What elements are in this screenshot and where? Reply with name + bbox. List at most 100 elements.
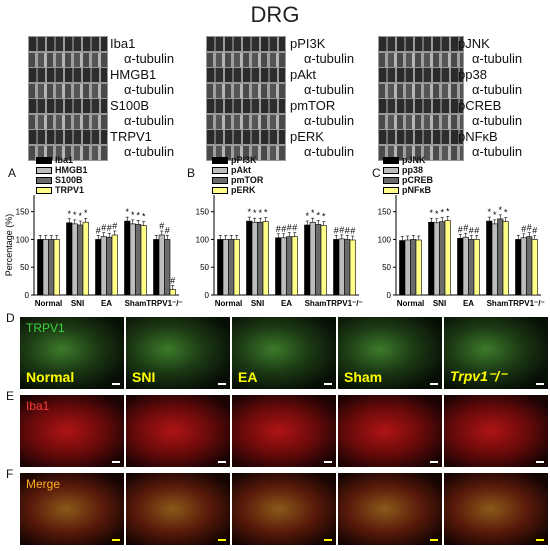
significance-mark: * (446, 207, 450, 217)
legend-swatch (383, 156, 399, 164)
bar (315, 224, 322, 296)
significance-mark: # (350, 226, 355, 236)
bar (497, 218, 504, 296)
micrograph (338, 473, 444, 545)
blot-label: TRPV1 (110, 129, 152, 144)
bar (410, 239, 417, 296)
bar (304, 224, 311, 296)
blot-band-target (378, 98, 464, 114)
scale-bar (430, 539, 438, 541)
significance-mark: * (67, 209, 71, 219)
bar (399, 240, 406, 296)
bar (169, 289, 176, 296)
y-tick-label: 50 (382, 263, 391, 272)
significance-mark: * (136, 210, 140, 220)
blot-band-tubulin (28, 83, 108, 99)
blot-loading-label: α-tubulin (304, 113, 355, 128)
group-label: Normal (26, 369, 75, 385)
blot-band-target (378, 36, 464, 52)
panel-letter-c: C (372, 166, 381, 180)
legend-swatch (212, 186, 228, 194)
legend-b: pPI3K pAkt pmTOR pERK (212, 155, 263, 195)
bar (48, 239, 55, 296)
blot-band-tubulin (28, 114, 108, 130)
legend-entry: TRPV1 (36, 185, 88, 195)
legend-label: HMGB1 (55, 165, 88, 175)
y-tick-label: 150 (196, 208, 210, 217)
y-tick-label: 150 (378, 208, 392, 217)
significance-mark: * (78, 211, 82, 221)
blot-band-target (28, 36, 108, 52)
significance-mark: * (264, 208, 268, 218)
significance-mark: * (311, 208, 315, 218)
significance-mark: # (469, 225, 474, 235)
bar (473, 239, 480, 296)
y-tick-label: 100 (16, 235, 30, 244)
significance-mark: # (287, 223, 292, 233)
significance-mark: # (107, 223, 112, 233)
legend-entry: pAkt (212, 165, 263, 175)
bar (531, 239, 538, 296)
legend-swatch (383, 176, 399, 184)
scale-bar (536, 539, 544, 541)
blot-band-tubulin (206, 114, 286, 130)
bar (82, 221, 89, 296)
legend-label: pNFκB (402, 185, 432, 195)
legend-swatch (212, 156, 228, 164)
bar (457, 238, 464, 296)
micrograph: Trpv1⁻/⁻ (444, 317, 550, 389)
bar (257, 221, 264, 296)
significance-mark: # (339, 225, 344, 235)
significance-mark: * (322, 212, 326, 222)
significance-mark: # (532, 225, 537, 235)
bar (333, 239, 340, 296)
blot-label: pPI3K (290, 36, 326, 51)
scale-bar (536, 383, 544, 385)
x-tick-label: TRPV1⁻/⁻ (146, 299, 182, 308)
bar (439, 221, 446, 296)
bar (520, 237, 527, 296)
micrograph: Sham (338, 317, 444, 389)
blot-loading-label: α-tubulin (472, 113, 523, 128)
significance-mark: # (159, 221, 164, 231)
blot-label: pERK (290, 129, 324, 144)
scale-bar (430, 383, 438, 385)
x-tick-label: EA (281, 299, 292, 308)
x-tick-label: TRPV1⁻/⁻ (326, 299, 362, 308)
significance-mark: # (165, 225, 170, 235)
bar (158, 234, 165, 296)
bar (444, 220, 451, 296)
blot-band-target (206, 67, 286, 83)
y-axis-label: Percentage (%) (4, 214, 14, 277)
significance-mark: * (84, 208, 88, 218)
group-label: Sham (344, 369, 383, 385)
bar (338, 238, 345, 296)
micrograph (232, 395, 338, 467)
bar (275, 237, 282, 296)
significance-mark: # (521, 224, 526, 234)
significance-mark: # (170, 275, 175, 285)
bar (291, 236, 298, 296)
bar (309, 221, 316, 296)
micrograph (232, 473, 338, 545)
figure-title: DRG (250, 2, 300, 27)
legend-label: pERK (231, 185, 256, 195)
bar (433, 222, 440, 296)
bar (491, 223, 498, 296)
scale-bar (536, 461, 544, 463)
legend-a: Iba1 HMGB1 S100B TRPV1 (36, 155, 88, 195)
y-tick-label: 50 (200, 263, 209, 272)
x-tick-label: Normal (397, 299, 425, 308)
bar (404, 239, 411, 296)
y-tick-label: 0 (25, 291, 30, 300)
significance-mark: * (253, 208, 257, 218)
scale-bar (324, 461, 332, 463)
blot-band-target (28, 98, 108, 114)
legend-entry: pJNK (383, 155, 433, 165)
bar (526, 236, 533, 296)
bar (468, 239, 475, 296)
blot-band-target (378, 67, 464, 83)
legend-entry: pPI3K (212, 155, 263, 165)
